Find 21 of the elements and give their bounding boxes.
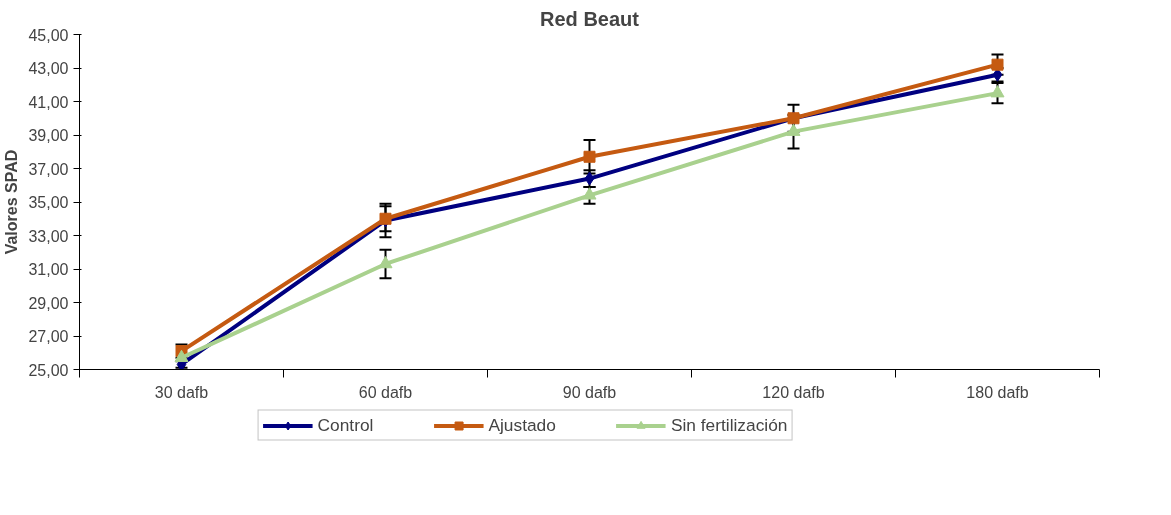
y-axis-title: Valores SPAD: [3, 149, 21, 255]
y-tick-label: 35,00: [28, 194, 69, 211]
y-tick-label: 37,00: [28, 160, 69, 178]
x-tick-label: 90 dafb: [562, 383, 617, 401]
y-tick-label: 45,00: [28, 26, 69, 44]
y-tick-label: 43,00: [28, 60, 69, 77]
legend-label: Control: [317, 414, 374, 436]
x-tick-label: 60 dafb: [358, 383, 413, 401]
legend-label: Ajustado: [488, 414, 556, 436]
y-tick-label: 25,00: [28, 361, 69, 379]
y-tick-label: 27,00: [28, 328, 69, 345]
y-tick-label: 29,00: [28, 294, 69, 312]
legend-label: Sin fertilización: [670, 414, 788, 436]
x-tick-label: 180 dafb: [966, 383, 1029, 401]
x-tick-label: 120 dafb: [762, 383, 825, 401]
y-tick-label: 39,00: [28, 127, 69, 144]
y-tick-label: 31,00: [28, 261, 69, 278]
x-tick-label: 30 dafb: [154, 383, 209, 401]
chart-title: Red Beaut: [540, 7, 640, 30]
y-tick-label: 41,00: [28, 93, 69, 111]
y-tick-label: 33,00: [28, 227, 69, 245]
